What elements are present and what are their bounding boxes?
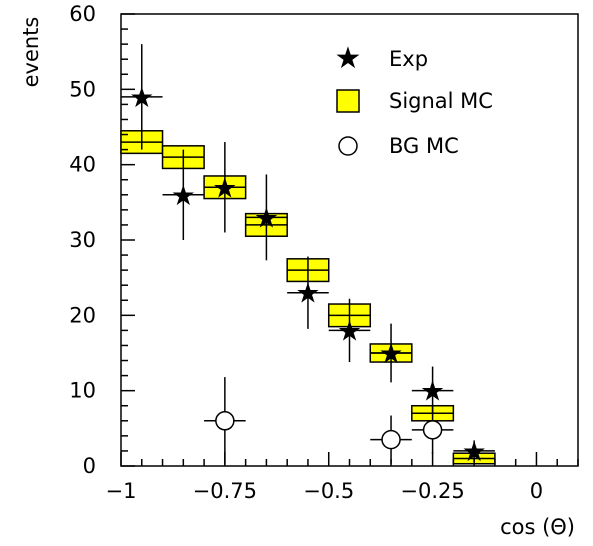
- bg-mc-point: [381, 429, 401, 450]
- y-tick-label: 20: [69, 303, 96, 327]
- x-axis-label: cos (Θ): [500, 515, 575, 539]
- bg-mc-point: [215, 411, 235, 431]
- y-tick-label: 50: [69, 77, 96, 101]
- legend: ★ Exp Signal MC BG MC: [335, 41, 493, 158]
- plot-frame: [120, 13, 579, 467]
- legend-label-exp: Exp: [389, 47, 428, 71]
- y-axis: 0 10 20 30 40 50 60: [69, 2, 135, 478]
- legend-star-icon: ★: [335, 41, 362, 76]
- exp-point: ★: [295, 277, 320, 310]
- y-axis-label: events: [19, 17, 43, 88]
- x-tick-label: −0.25: [400, 479, 464, 503]
- y-tick-label: 0: [83, 454, 96, 478]
- exp-point: ★: [171, 179, 196, 212]
- exp-point: ★: [420, 375, 445, 408]
- exp-point: ★: [254, 201, 279, 234]
- x-axis: −1 −0.75 −0.5 −0.25 0: [106, 452, 579, 503]
- y-tick-label: 40: [69, 153, 96, 177]
- legend-label-bg-mc: BG MC: [389, 134, 459, 158]
- x-tick-label: 0: [530, 479, 543, 503]
- exp-point: ★: [337, 314, 362, 347]
- bg-mc-point: [422, 420, 443, 440]
- legend-yellow-box-icon: [336, 89, 360, 113]
- y-tick-label: 10: [69, 379, 96, 403]
- exp-layer: ★ ★ ★ ★ ★ ★ ★ ★ ★: [121, 44, 495, 468]
- legend-label-signal-mc: Signal MC: [389, 89, 493, 113]
- exp-point: ★: [378, 337, 403, 370]
- exp-point: ★: [129, 81, 154, 114]
- y-tick-label: 60: [69, 2, 96, 26]
- y-tick-label: 30: [69, 228, 96, 252]
- x-tick-label: −0.5: [303, 479, 354, 503]
- x-tick-label: −0.75: [193, 479, 257, 503]
- exp-point: ★: [212, 171, 237, 204]
- legend-open-circle-icon: [338, 136, 358, 156]
- x-tick-label: −1: [106, 479, 137, 503]
- bg-mc-layer: [204, 377, 454, 465]
